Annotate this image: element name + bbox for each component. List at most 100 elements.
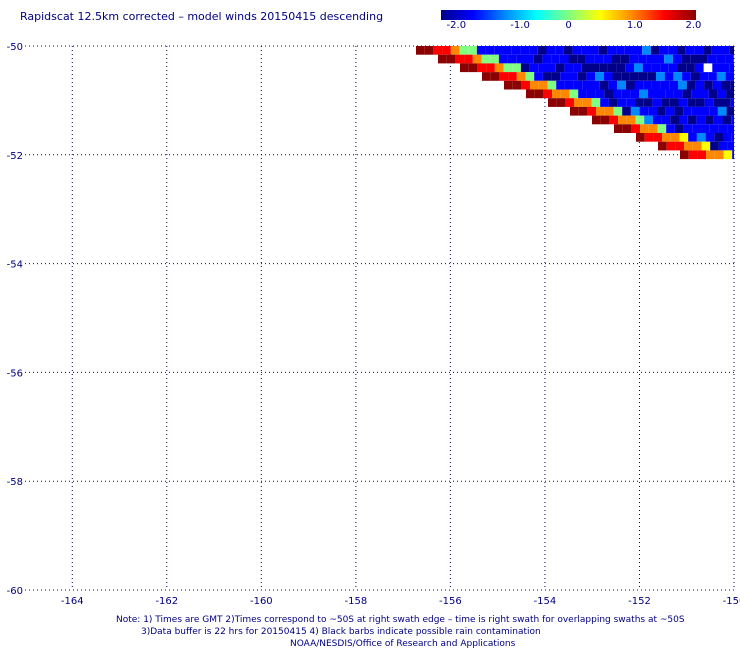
swath-pixel	[709, 106, 718, 116]
swath-pixel	[548, 98, 557, 107]
swath-pixel	[446, 54, 456, 64]
swath-pixel	[591, 80, 600, 90]
swath-pixel	[731, 115, 734, 125]
swath-pixel	[699, 72, 709, 81]
swath-pixel	[486, 63, 495, 73]
swath-pixel	[695, 98, 705, 107]
swath-pixel	[578, 89, 587, 99]
swath-pixel	[516, 54, 525, 64]
swath-pixel	[520, 63, 530, 73]
swath-pixel	[625, 80, 635, 90]
swath-pixel	[708, 89, 718, 99]
swath-pixel	[617, 98, 627, 107]
swath-pixel	[634, 63, 643, 73]
swath-pixel	[711, 46, 721, 55]
swath-pixel	[669, 98, 679, 107]
swath-pixel	[459, 46, 469, 55]
swath-pixel	[608, 80, 618, 90]
swath-pixel	[604, 106, 614, 116]
swath-pixel	[543, 89, 553, 99]
swath-pixel	[521, 80, 531, 90]
swath-pixel	[729, 63, 734, 73]
longitude-tick-label: -160	[250, 596, 273, 607]
swath-pixel	[652, 98, 662, 107]
swath-pixel	[630, 106, 640, 116]
swath-pixel	[712, 63, 721, 73]
swath-pixel	[529, 46, 538, 55]
swath-pixel	[662, 133, 671, 142]
swath-pixel	[692, 141, 702, 151]
swath-pixel	[572, 46, 582, 55]
swath-pixel	[537, 46, 547, 55]
swath-pixel	[542, 72, 552, 81]
swath-pixel	[675, 141, 685, 151]
swath-pixel	[573, 63, 582, 73]
swath-pixel	[650, 46, 660, 55]
swath-pixel	[603, 54, 612, 64]
swath-pixel	[569, 72, 578, 81]
swath-pixel	[530, 80, 539, 90]
swath-pixel	[560, 89, 570, 99]
swath-pixel	[725, 72, 734, 81]
swath-pixel	[652, 115, 662, 125]
swath-pixel	[722, 98, 731, 107]
wind-difference-swath	[416, 46, 734, 160]
swath-pixel	[674, 106, 684, 116]
swath-pixel	[555, 63, 565, 73]
swath-pixel	[658, 141, 667, 151]
swath-pixel	[556, 98, 566, 107]
swath-pixel	[694, 63, 704, 73]
colorbar	[441, 10, 696, 20]
swath-pixel	[546, 46, 556, 55]
swath-pixel	[679, 133, 689, 142]
swath-pixel	[656, 89, 666, 99]
swath-pixel	[701, 124, 710, 133]
swath-pixel	[538, 80, 548, 90]
swath-pixel	[631, 124, 641, 133]
swath-pixel	[727, 141, 734, 151]
swath-pixel	[713, 98, 722, 107]
swath-pixel	[516, 72, 526, 81]
swath-pixel	[494, 46, 503, 55]
swath-pixel	[646, 54, 656, 64]
swath-pixel	[564, 80, 574, 90]
latitude-tick-label: -52	[7, 151, 23, 162]
swath-pixel	[670, 115, 679, 125]
swath-pixel	[703, 46, 712, 55]
swath-pixel	[722, 115, 732, 125]
swath-pixel	[666, 124, 675, 133]
swath-pixel	[533, 54, 543, 64]
swath-pixel	[616, 46, 625, 55]
swath-pixel	[639, 106, 649, 116]
swath-pixel	[651, 63, 661, 73]
swath-pixel	[629, 72, 639, 81]
swath-pixel	[551, 72, 561, 81]
swath-pixel	[512, 63, 521, 73]
swath-pixel	[657, 106, 666, 116]
swath-pixel	[639, 89, 648, 99]
swath-pixel	[485, 46, 495, 55]
swath-pixel	[512, 80, 522, 90]
swath-pixel	[534, 89, 544, 99]
swath-pixel	[587, 106, 597, 116]
swath-pixel	[622, 124, 632, 133]
swath-pixel	[677, 46, 686, 55]
swath-pixel	[578, 106, 588, 116]
swath-pixel	[727, 124, 734, 133]
swath-pixel	[716, 72, 726, 81]
swath-pixel	[609, 115, 619, 125]
swath-pixel	[714, 150, 724, 160]
swath-pixel	[582, 98, 592, 107]
swath-pixel	[551, 54, 560, 64]
map-title: Rapidscat 12.5km corrected – model winds…	[20, 10, 384, 23]
swath-pixel	[621, 72, 630, 81]
swath-pixel	[534, 72, 543, 81]
latitude-tick-label: -54	[7, 260, 23, 271]
swath-pixel	[586, 89, 596, 99]
swath-pixel	[503, 46, 512, 55]
swath-pixel	[700, 106, 710, 116]
swath-pixel	[585, 54, 595, 64]
swath-pixel	[595, 72, 604, 81]
swath-pixel	[625, 63, 634, 73]
swath-pixel	[574, 98, 583, 107]
